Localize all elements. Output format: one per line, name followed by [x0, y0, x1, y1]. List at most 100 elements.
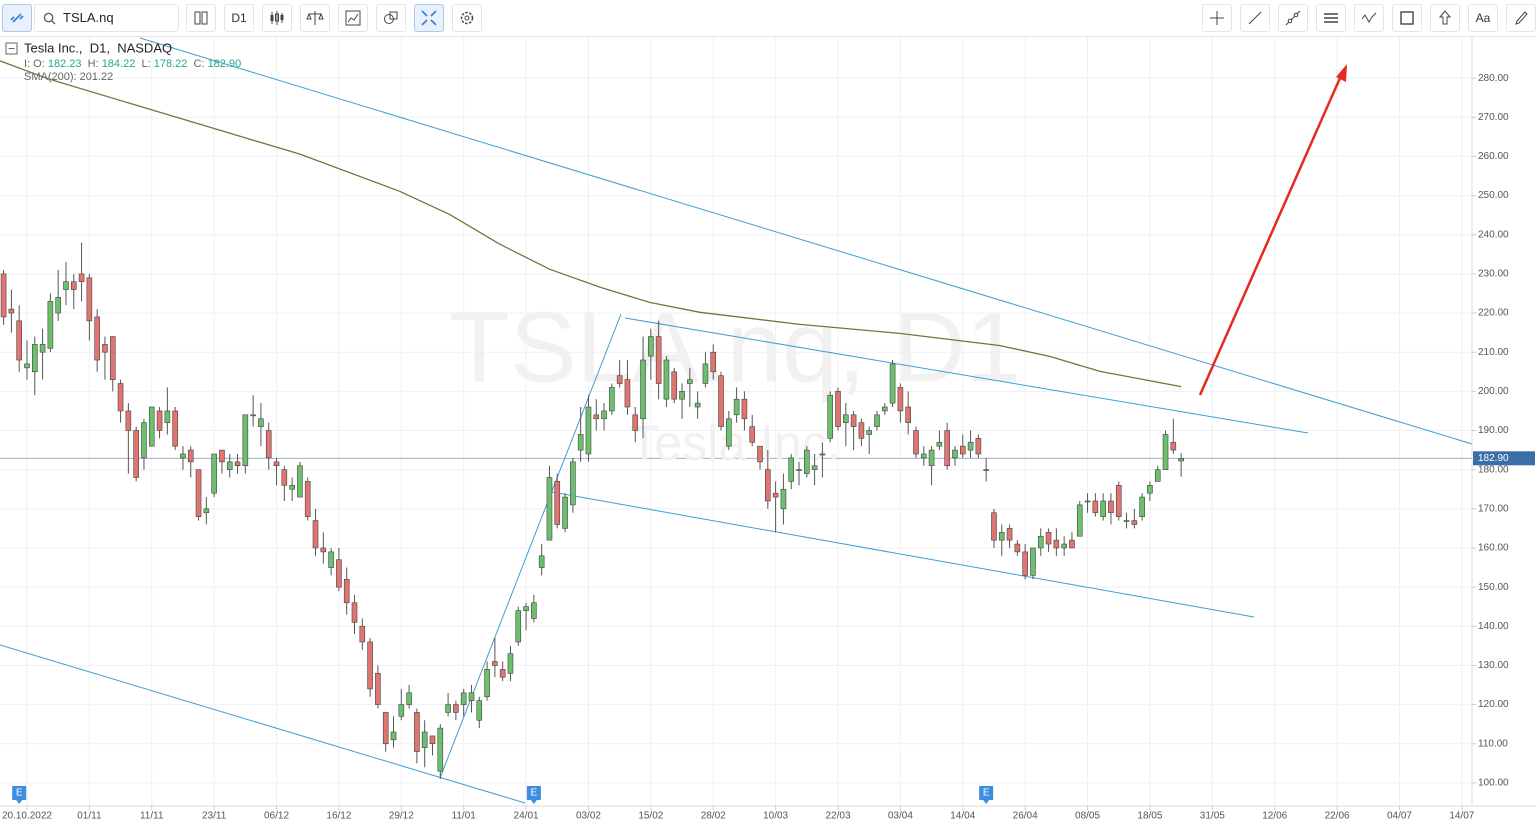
rect-tool-button[interactable] — [1392, 4, 1422, 32]
candle-body — [749, 426, 756, 443]
candle-body — [858, 422, 865, 439]
candle-body — [289, 485, 295, 490]
watermark-symbol: TSLA.nq, D1 — [449, 291, 1022, 403]
candle-body — [367, 641, 373, 690]
candle-body — [219, 449, 225, 463]
symbol-search[interactable]: TSLA.nq — [34, 4, 179, 32]
candle-body — [445, 704, 451, 713]
candle-body — [1170, 441, 1177, 451]
settings-button[interactable] — [452, 4, 482, 32]
candle-body — [250, 414, 256, 417]
candle-body — [203, 508, 210, 514]
candle-body — [1061, 543, 1067, 549]
text-tool-button[interactable]: Aa — [1468, 4, 1498, 32]
y-tick-label: 160.00 — [1478, 543, 1509, 554]
candle-body — [920, 453, 927, 459]
candle-body — [375, 672, 381, 705]
candle-body — [304, 481, 311, 517]
x-tick-label: 31/05 — [1200, 811, 1225, 822]
candle-body — [281, 469, 288, 486]
candle-body — [499, 669, 506, 678]
candle-body — [406, 692, 412, 705]
trend-line[interactable] — [0, 644, 526, 804]
x-tick-label: 12/06 — [1262, 811, 1287, 822]
candle-body — [109, 336, 116, 380]
candle-body — [1162, 434, 1169, 470]
candle-body — [453, 704, 459, 713]
time-axis-bg — [0, 806, 1537, 828]
candle-body — [133, 430, 139, 478]
y-tick-label: 230.00 — [1478, 269, 1509, 280]
trend-line[interactable] — [551, 491, 1255, 618]
candle-body — [102, 344, 108, 353]
y-tick-label: 170.00 — [1478, 503, 1509, 514]
candle-body — [78, 273, 85, 283]
candle-body — [382, 712, 389, 745]
legend-sma-value: 201.22 — [80, 71, 114, 83]
candle-body — [343, 578, 350, 604]
candle-body — [156, 410, 163, 431]
indicators-button[interactable] — [338, 4, 368, 32]
candle-body — [1131, 520, 1138, 525]
legend-sma-label: SMA(200): — [24, 71, 77, 83]
fit-button[interactable] — [414, 4, 444, 32]
candle-body — [967, 441, 974, 451]
x-tick-label: 18/05 — [1137, 811, 1162, 822]
axes: 100.00 110.00 120.00 130.00 140.00 150.00 160.… — [2, 73, 1535, 822]
candle-body — [70, 281, 77, 290]
y-tick-label: 190.00 — [1478, 425, 1509, 436]
x-tick-label: 14/04 — [950, 811, 975, 822]
candle-body — [141, 422, 147, 459]
candle-body — [780, 488, 787, 510]
arrow-tool-button[interactable] — [1430, 4, 1460, 32]
layout-button[interactable] — [186, 4, 216, 32]
y-tick-label: 270.00 — [1478, 112, 1509, 123]
compare-button[interactable] — [300, 4, 330, 32]
x-tick-label: 11/11 — [140, 811, 164, 822]
candle-body — [39, 344, 46, 353]
brush-button[interactable] — [1506, 4, 1536, 32]
trend-line[interactable] — [139, 37, 1473, 445]
y-tick-label: 150.00 — [1478, 582, 1509, 593]
candle-body — [874, 414, 880, 427]
candle-body — [975, 438, 982, 455]
event-marker — [979, 786, 994, 804]
trend-tool-button[interactable] — [1278, 4, 1308, 32]
candle-body — [1084, 500, 1091, 503]
candle-body — [796, 469, 802, 471]
candle-body — [226, 461, 233, 470]
arrow-line[interactable] — [1198, 77, 1342, 396]
candle-body — [1147, 485, 1153, 494]
x-tick-label: 03/04 — [888, 811, 913, 822]
shapes-button[interactable] — [376, 4, 406, 32]
candle-body — [320, 547, 327, 553]
candle-body — [1108, 500, 1114, 514]
symbol-text: TSLA.nq — [63, 10, 114, 25]
candle-body — [616, 375, 623, 384]
candle-body — [655, 336, 662, 384]
x-tick-label: 03/02 — [576, 811, 601, 822]
line-tool-button[interactable] — [1240, 4, 1270, 32]
candle-body — [570, 461, 576, 506]
candle-body — [117, 383, 124, 412]
candle-body — [811, 465, 818, 470]
candle-body — [312, 520, 319, 549]
timeframe-button[interactable]: D1 — [224, 4, 254, 32]
crosshair-button[interactable] — [1202, 4, 1232, 32]
candle-body — [741, 398, 748, 420]
hlines-button[interactable] — [1316, 4, 1346, 32]
link-button[interactable] — [2, 4, 32, 32]
chart-type-button[interactable] — [262, 4, 292, 32]
wave-tool-button[interactable] — [1354, 4, 1384, 32]
event-marker — [526, 786, 541, 804]
candle-body — [577, 434, 584, 451]
candle-body — [0, 273, 7, 318]
trend-line[interactable] — [624, 317, 1309, 434]
candle-body — [476, 700, 483, 721]
candle-body — [515, 610, 522, 643]
candle-body — [585, 406, 592, 455]
y-tick-label: 120.00 — [1478, 699, 1509, 710]
candle-body — [538, 555, 545, 568]
candle-body — [687, 379, 693, 384]
